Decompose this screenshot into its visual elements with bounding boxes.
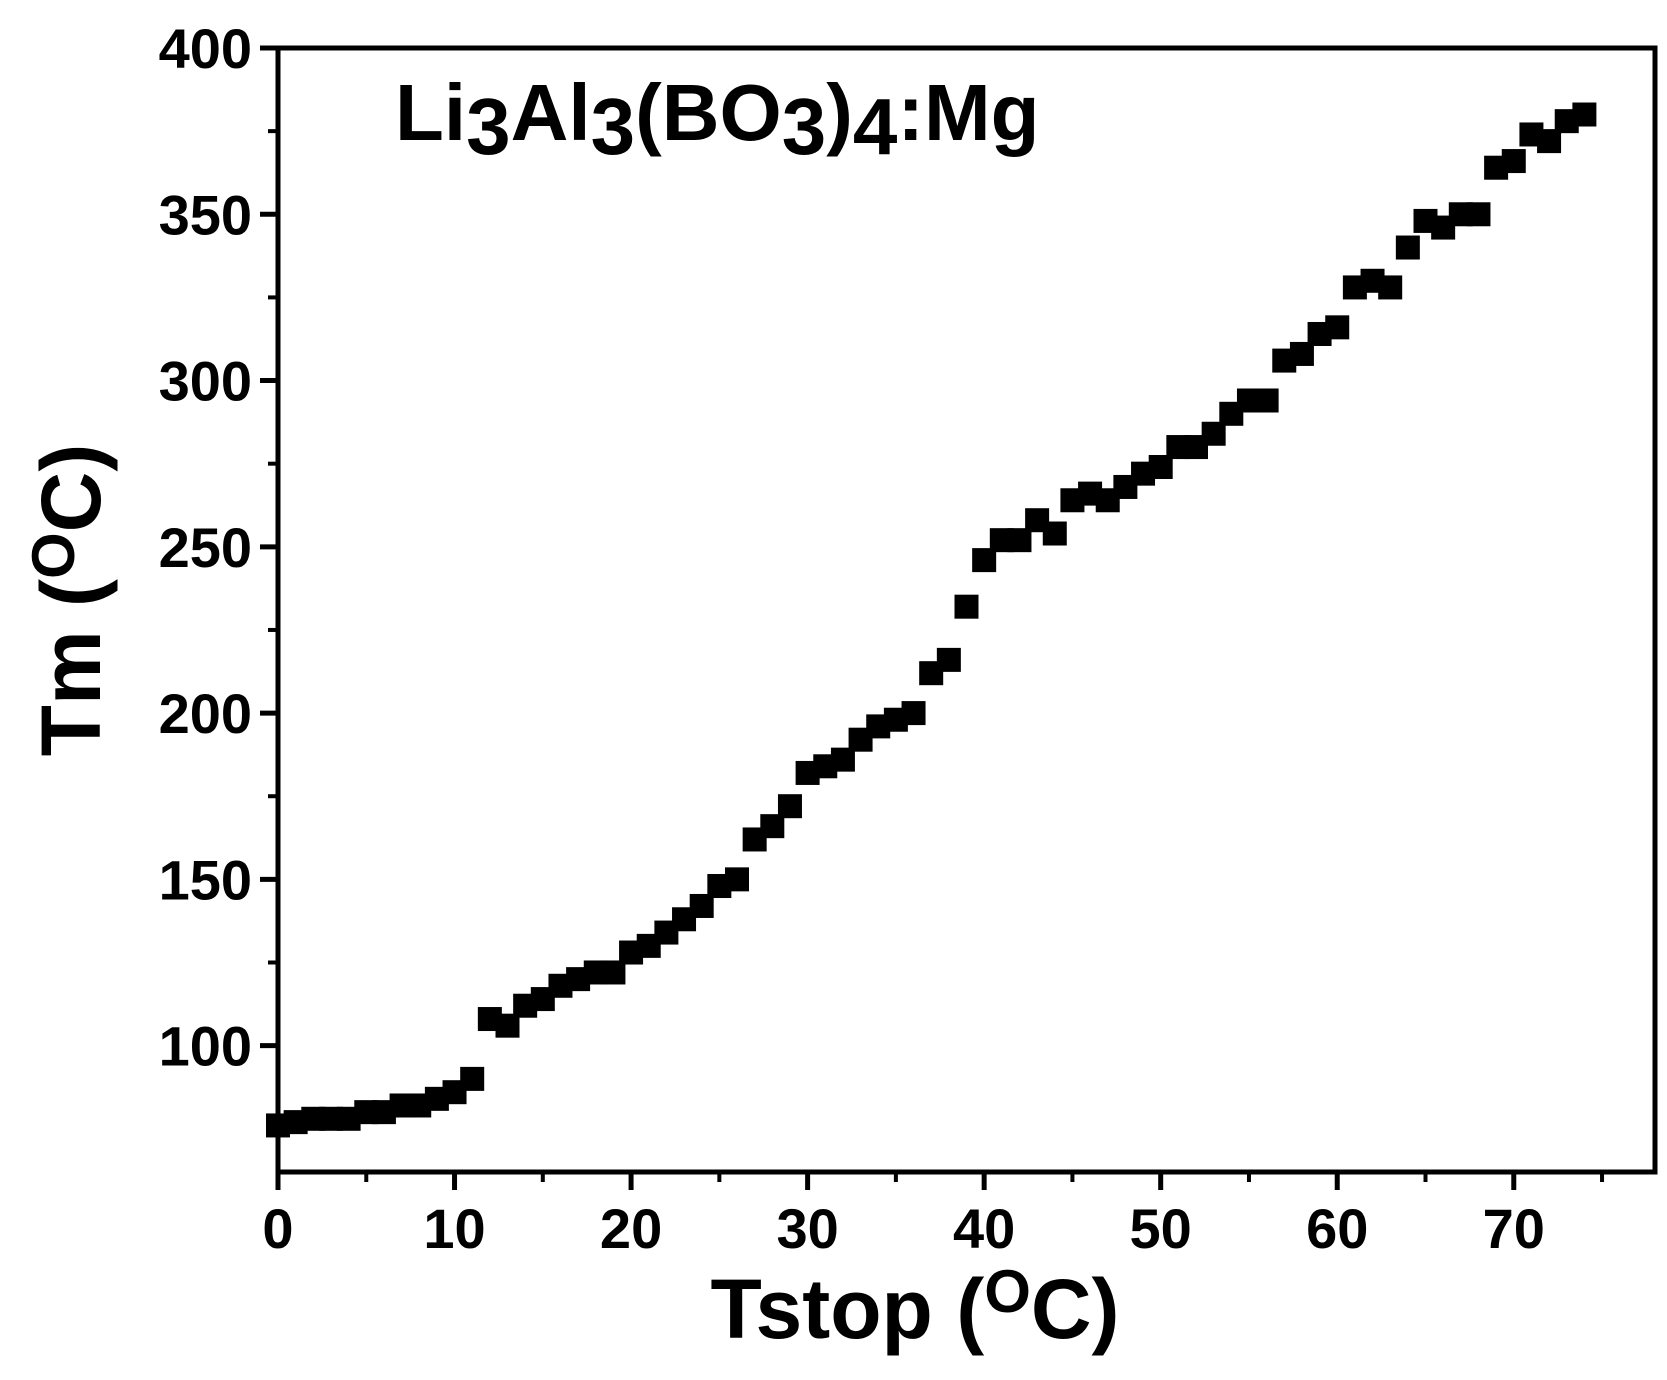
y-axis-title-end: C) <box>24 444 118 533</box>
y-axis-title: Tm (OC) <box>20 444 118 757</box>
y-tick-label: 150 <box>159 848 252 911</box>
data-point <box>1572 102 1597 127</box>
x-tick-label: 40 <box>953 1197 1015 1260</box>
data-point <box>954 594 979 619</box>
data-points <box>266 102 1597 1138</box>
data-point <box>1501 149 1526 174</box>
x-tick-label: 50 <box>1130 1197 1192 1260</box>
title-mid-3: ) <box>826 68 853 157</box>
data-point <box>1254 388 1279 413</box>
x-tick-label: 10 <box>423 1197 485 1260</box>
y-tick-label: 300 <box>159 350 252 413</box>
data-point <box>777 794 802 819</box>
plot-frame <box>275 45 1658 1175</box>
y-axis-title-sup: O <box>20 532 87 579</box>
data-point <box>495 1013 520 1038</box>
title-mid-1: Al <box>511 68 591 157</box>
x-axis-title-end: C) <box>1031 1262 1120 1356</box>
ticks: 0 10 20 30 40 50 60 70 100 150 200 250 300 350 400 <box>159 17 1605 1260</box>
x-tick-label: 70 <box>1483 1197 1545 1260</box>
y-tick-label: 250 <box>159 516 252 579</box>
y-tick-label: 100 <box>159 1015 252 1078</box>
title-sub-4: 4 <box>853 82 898 171</box>
title-suffix: :Mg <box>897 68 1039 157</box>
data-point <box>460 1066 485 1091</box>
y-tick-label: 200 <box>159 682 252 745</box>
x-tick-label: 60 <box>1306 1197 1368 1260</box>
data-point <box>1325 315 1350 340</box>
x-tick-label: 0 <box>262 1197 293 1260</box>
title-prefix: Li <box>395 68 466 157</box>
x-axis-title: Tstop (OC) <box>710 1258 1119 1356</box>
title-mid-2: (BO <box>635 68 782 157</box>
data-point <box>1042 521 1067 546</box>
y-axis-title-main: Tm ( <box>24 579 118 756</box>
title-sub-3: 3 <box>782 82 827 171</box>
title-sub-1: 3 <box>466 82 511 171</box>
data-point <box>1378 275 1403 300</box>
data-point <box>936 647 961 672</box>
data-point <box>725 867 749 892</box>
y-tick-label: 400 <box>159 17 252 80</box>
x-tick-label: 30 <box>776 1197 838 1260</box>
y-tick-label: 350 <box>159 183 252 246</box>
x-axis-title-sup: O <box>984 1258 1031 1325</box>
chart-title: Li3Al3(BO3)4:Mg <box>395 68 1040 171</box>
data-point <box>901 701 926 726</box>
title-sub-2: 3 <box>591 82 636 171</box>
data-point <box>1395 235 1420 260</box>
x-axis-title-main: Tstop ( <box>710 1262 984 1356</box>
x-tick-label: 20 <box>600 1197 662 1260</box>
axes <box>275 45 1658 1175</box>
data-point <box>1466 202 1491 227</box>
